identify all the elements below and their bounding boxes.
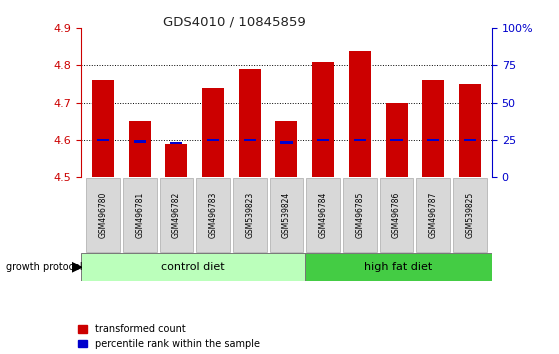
Text: GSM496783: GSM496783 (209, 192, 217, 238)
Text: GSM496786: GSM496786 (392, 192, 401, 238)
Bar (317, 138, 329, 141)
Bar (165, 144, 187, 177)
Legend: transformed count, percentile rank within the sample: transformed count, percentile rank withi… (78, 324, 260, 349)
Bar (305, 253, 492, 281)
Bar (416, 178, 450, 252)
Polygon shape (72, 262, 82, 272)
Bar (269, 178, 304, 252)
Bar (92, 80, 114, 177)
Bar (276, 121, 297, 177)
Text: GSM496787: GSM496787 (429, 192, 438, 238)
Bar (244, 138, 256, 141)
Bar (196, 178, 230, 252)
Bar (207, 138, 219, 141)
Text: growth protocol: growth protocol (6, 262, 82, 272)
Text: GSM496781: GSM496781 (135, 192, 144, 238)
Text: GSM496784: GSM496784 (319, 192, 328, 238)
Bar (306, 178, 340, 252)
Text: GSM539825: GSM539825 (466, 192, 475, 238)
Text: GSM496782: GSM496782 (172, 192, 181, 238)
Bar (391, 138, 402, 141)
Bar (354, 138, 366, 141)
Bar (380, 178, 414, 252)
Bar (202, 88, 224, 177)
Bar (129, 121, 151, 177)
Bar (422, 80, 444, 177)
Bar (281, 141, 292, 144)
Text: GSM496785: GSM496785 (356, 192, 364, 238)
Text: control diet: control diet (161, 262, 225, 272)
Bar (159, 178, 193, 252)
Bar (459, 84, 481, 177)
Bar (453, 178, 487, 252)
Bar (97, 138, 109, 141)
Text: GSM539824: GSM539824 (282, 192, 291, 238)
Text: high fat diet: high fat diet (364, 262, 433, 272)
Bar (464, 138, 476, 141)
Bar (349, 51, 371, 177)
Bar (427, 138, 439, 141)
Bar (233, 178, 267, 252)
Bar (123, 178, 157, 252)
Bar (170, 142, 182, 144)
Text: GSM539823: GSM539823 (245, 192, 254, 238)
Text: GDS4010 / 10845859: GDS4010 / 10845859 (163, 16, 306, 29)
Bar (312, 62, 334, 177)
Bar (343, 178, 377, 252)
Bar (386, 103, 408, 177)
Bar (81, 253, 305, 281)
Bar (134, 141, 146, 143)
Bar (86, 178, 120, 252)
Text: GSM496780: GSM496780 (98, 192, 107, 238)
Bar (239, 69, 261, 177)
